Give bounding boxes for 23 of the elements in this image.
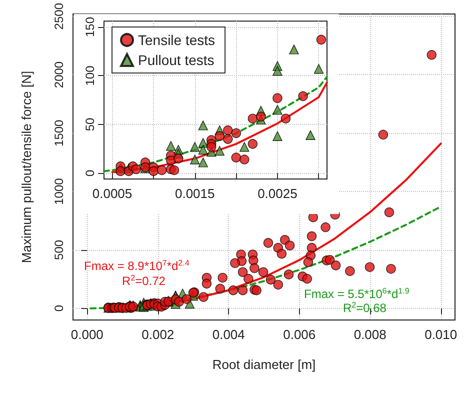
y-tick-label: 50: [83, 117, 97, 132]
x-tick-label: 0.002: [142, 327, 174, 342]
y-axis-title: Maximum pullout/tensile force [N]: [19, 70, 34, 264]
legend-label: Tensile tests: [138, 32, 216, 48]
y-tick-label: 2500: [52, 2, 66, 30]
y-tick-label: 1500: [52, 119, 66, 146]
y-tick-label: 0: [52, 304, 66, 312]
x-tick-label: 0.0015: [174, 186, 215, 201]
y-tick-label: 1000: [52, 178, 66, 205]
legend-label: Pullout tests: [138, 52, 214, 68]
y-tick-label: 500: [52, 240, 66, 260]
x-tick-label: 0.008: [354, 327, 386, 342]
y-tick-label: 2000: [52, 61, 66, 88]
y-tick-label: 100: [83, 65, 97, 86]
x-tick-label: 0.0005: [92, 186, 132, 201]
x-tick-label: 0.006: [283, 327, 316, 342]
x-tick-label: 0.004: [212, 327, 245, 342]
x-tick-label: 0.010: [424, 327, 458, 342]
x-tick-label: 0.0025: [258, 186, 298, 201]
y-tick-label: 0: [83, 170, 97, 176]
x-axis-title: Root diameter [m]: [212, 357, 316, 372]
x-tick-label: 0.000: [70, 327, 104, 342]
y-tick-label: 150: [83, 16, 97, 38]
